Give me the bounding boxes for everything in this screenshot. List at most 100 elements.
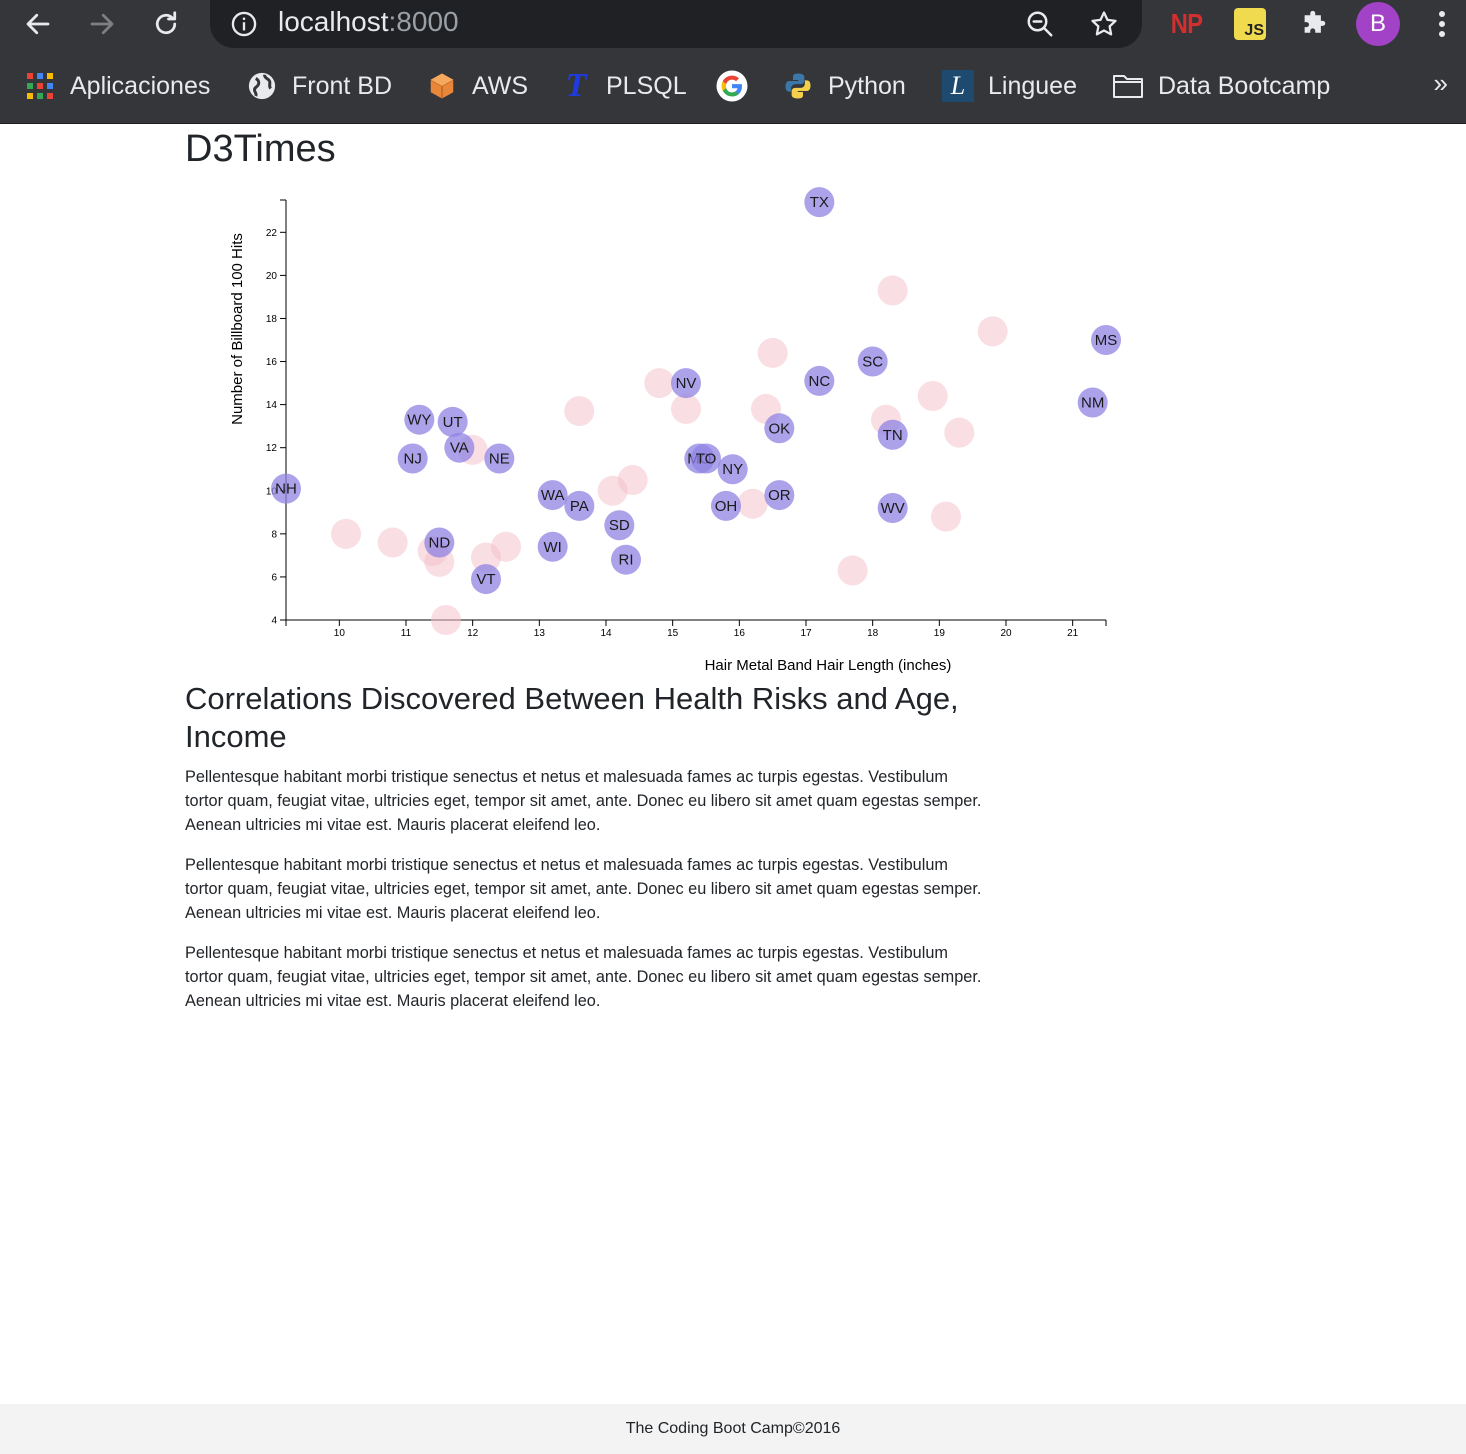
- state-circle[interactable]: [764, 413, 795, 444]
- state-circle[interactable]: [537, 531, 568, 562]
- back-button[interactable]: [18, 4, 58, 44]
- bookmark-google[interactable]: [716, 66, 762, 106]
- bookmarks-bar: Aplicaciones Front BD AWS T PLSQL Python…: [0, 48, 1466, 124]
- state-circle[interactable]: [437, 406, 468, 437]
- state-point[interactable]: MS: [1091, 325, 1121, 355]
- address-bar[interactable]: localhost:8000: [210, 0, 1142, 48]
- state-circle[interactable]: [764, 480, 795, 511]
- state-circle[interactable]: [877, 493, 908, 523]
- forward-button[interactable]: [82, 4, 122, 44]
- y-axis-label: Number of Billboard 100 Hits: [229, 233, 246, 425]
- state-point[interactable]: UT: [437, 406, 468, 437]
- state-point[interactable]: SD: [604, 510, 635, 541]
- state-point[interactable]: SC: [857, 346, 888, 377]
- x-tick-label: 14: [600, 628, 612, 639]
- state-label: NY: [722, 461, 743, 478]
- state-point[interactable]: OR: [764, 480, 795, 511]
- state-circle[interactable]: [804, 187, 835, 218]
- state-label: ND: [428, 534, 450, 551]
- url-port: :8000: [388, 6, 459, 37]
- bookmark-aws[interactable]: AWS: [426, 66, 528, 106]
- background-point: [644, 368, 675, 399]
- ext-js-icon[interactable]: JS: [1232, 4, 1268, 44]
- state-circle[interactable]: [471, 564, 501, 595]
- bookmarks-overflow-button[interactable]: »: [1433, 68, 1448, 98]
- state-point[interactable]: NV: [671, 368, 701, 399]
- state-label: RI: [619, 552, 634, 569]
- state-point[interactable]: ND: [424, 527, 455, 558]
- state-point[interactable]: NC: [804, 365, 835, 396]
- bookmark-front-bd[interactable]: Front BD: [246, 66, 392, 106]
- state-circle[interactable]: [671, 368, 701, 399]
- page-title: D3Times: [185, 128, 336, 170]
- state-circle[interactable]: [444, 432, 475, 463]
- state-point[interactable]: NY: [717, 454, 748, 485]
- state-circle[interactable]: [611, 544, 641, 575]
- state-circle[interactable]: [877, 419, 908, 450]
- state-point[interactable]: NM: [1077, 387, 1108, 418]
- state-circle[interactable]: [424, 527, 455, 558]
- state-label: WV: [881, 500, 905, 517]
- zoom-icon[interactable]: [1022, 6, 1058, 42]
- background-point: [931, 501, 961, 532]
- browser-menu-icon[interactable]: [1428, 4, 1456, 44]
- y-tick-label: 12: [266, 443, 278, 454]
- state-point[interactable]: VT: [471, 564, 501, 595]
- state-label: SD: [609, 517, 630, 534]
- background-point: [377, 527, 408, 558]
- state-circle[interactable]: [691, 443, 721, 474]
- state-point[interactable]: NJ: [397, 443, 428, 474]
- x-tick-label: 20: [1000, 628, 1012, 639]
- state-point[interactable]: WA: [537, 480, 568, 511]
- google-icon: [716, 70, 748, 102]
- state-circle[interactable]: [604, 510, 635, 541]
- bookmark-aplicaciones[interactable]: Aplicaciones: [24, 66, 210, 106]
- state-label: WI: [544, 539, 562, 556]
- state-point[interactable]: TN: [877, 419, 908, 450]
- state-circle[interactable]: [271, 473, 301, 504]
- state-point[interactable]: TX: [804, 187, 835, 218]
- state-point[interactable]: NH: [271, 473, 301, 504]
- x-tick-label: 21: [1067, 628, 1079, 639]
- article-paragraph: Pellentesque habitant morbi tristique se…: [185, 768, 982, 834]
- state-circle[interactable]: [564, 490, 595, 521]
- state-point[interactable]: TO: [691, 443, 721, 474]
- x-tick-label: 16: [734, 628, 746, 639]
- ext-np-icon[interactable]: NP: [1166, 4, 1206, 44]
- state-point[interactable]: VA: [444, 432, 475, 463]
- bookmark-label: Python: [828, 71, 906, 100]
- bookmark-python[interactable]: Python: [782, 66, 906, 106]
- state-point[interactable]: NE: [484, 443, 515, 474]
- state-circle[interactable]: [397, 443, 428, 474]
- state-point[interactable]: PA: [564, 490, 595, 521]
- state-circle[interactable]: [1077, 387, 1108, 418]
- state-circle[interactable]: [717, 454, 748, 485]
- reload-button[interactable]: [146, 4, 186, 44]
- state-label: UT: [443, 414, 463, 431]
- state-circle[interactable]: [537, 480, 568, 511]
- state-point[interactable]: WY: [404, 404, 435, 435]
- bookmark-data-bootcamp[interactable]: Data Bootcamp: [1112, 66, 1330, 106]
- state-circle[interactable]: [1091, 325, 1121, 355]
- state-point[interactable]: OH: [711, 490, 741, 521]
- state-circle[interactable]: [484, 443, 515, 474]
- state-label: NM: [1081, 394, 1104, 411]
- state-circle[interactable]: [804, 365, 835, 396]
- state-point[interactable]: WI: [537, 531, 568, 562]
- state-point[interactable]: RI: [611, 544, 641, 575]
- state-circle[interactable]: [404, 404, 435, 435]
- site-info-icon[interactable]: [228, 8, 260, 40]
- url-text[interactable]: localhost:8000: [278, 6, 459, 38]
- state-circle[interactable]: [711, 490, 741, 521]
- y-tick-label: 6: [271, 572, 277, 583]
- bookmark-linguee[interactable]: L Linguee: [942, 66, 1077, 106]
- state-circle[interactable]: [857, 346, 888, 377]
- bookmark-star-icon[interactable]: [1086, 6, 1122, 42]
- profile-avatar[interactable]: B: [1356, 2, 1400, 46]
- bookmark-plsql[interactable]: T PLSQL: [560, 66, 687, 106]
- state-point[interactable]: WV: [877, 493, 908, 523]
- browser-toolbar: localhost:8000 NP JS B: [0, 0, 1466, 48]
- state-point[interactable]: OK: [764, 413, 795, 444]
- extensions-puzzle-icon[interactable]: [1296, 4, 1332, 44]
- background-point: [737, 488, 768, 519]
